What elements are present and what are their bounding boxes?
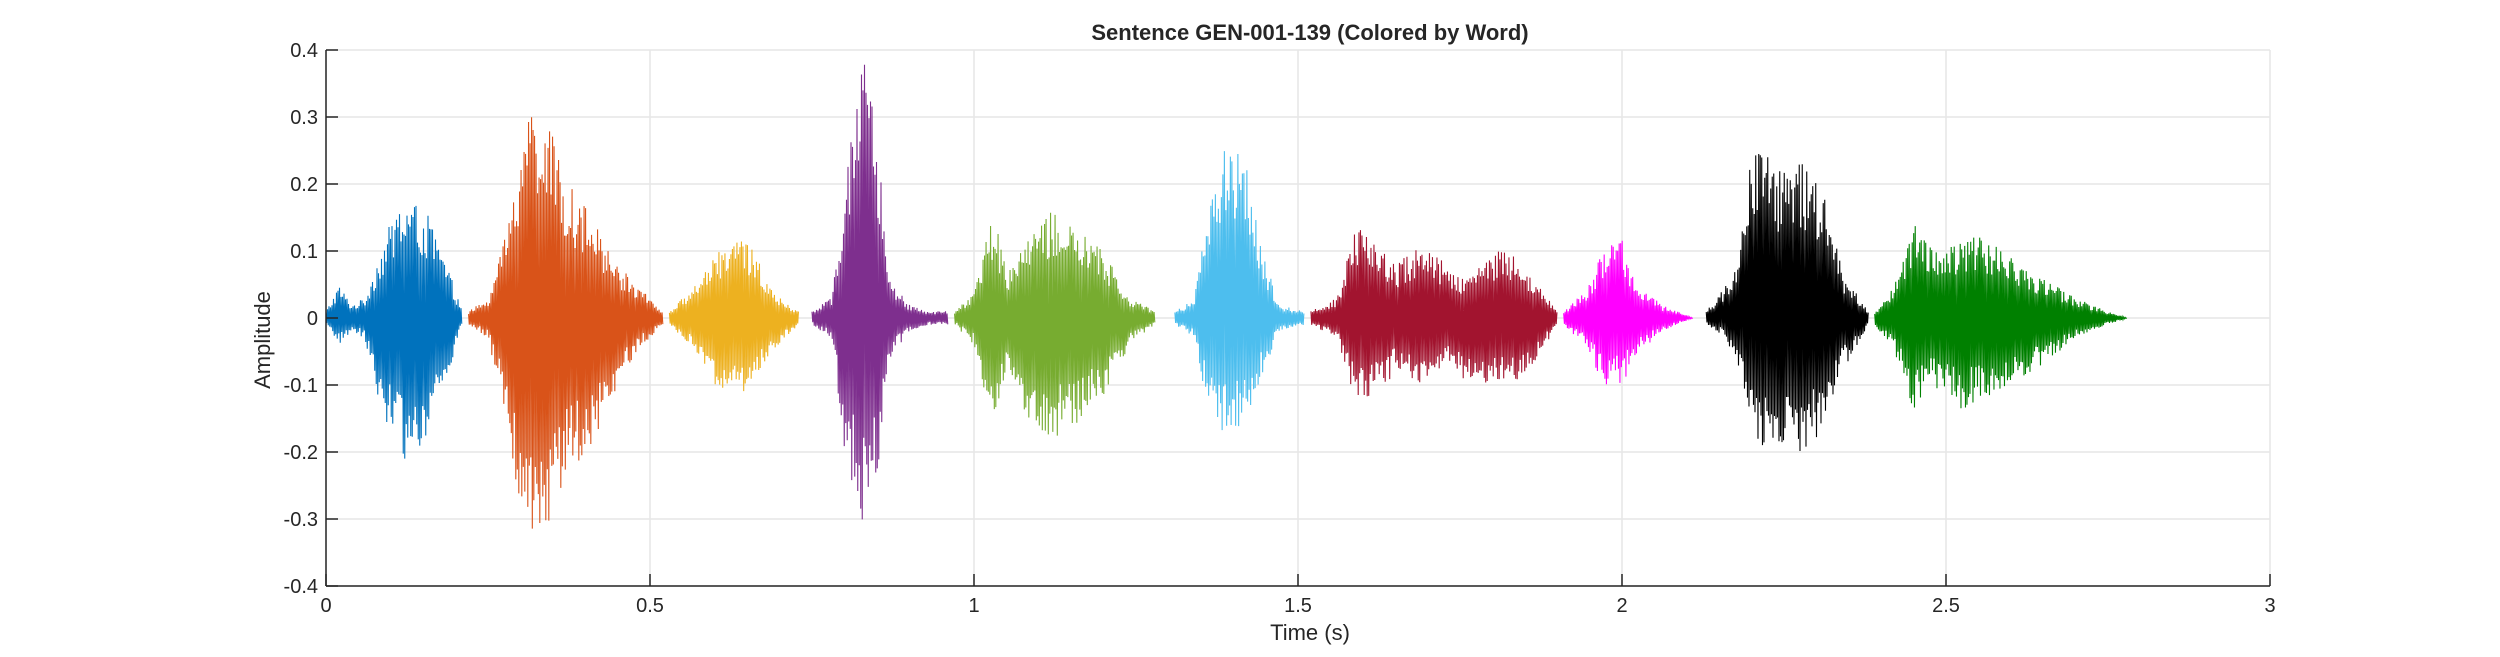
word-waveform-9 bbox=[1705, 154, 1869, 451]
waveform-series bbox=[325, 64, 2128, 529]
y-axis-label: Amplitude bbox=[250, 291, 275, 389]
y-tick-label: 0.3 bbox=[290, 107, 318, 129]
y-tick-label: 0 bbox=[307, 308, 318, 330]
chart-title: Sentence GEN-001-139 (Colored by Word) bbox=[1091, 20, 1528, 45]
word-waveform-5 bbox=[954, 212, 1156, 436]
x-tick-label: 1.5 bbox=[1284, 595, 1312, 617]
word-waveform-6 bbox=[1174, 151, 1305, 431]
word-waveform-10 bbox=[1874, 226, 2128, 409]
y-tick-label: 0.1 bbox=[290, 241, 318, 263]
word-waveform-3 bbox=[668, 241, 799, 392]
x-tick-label: 0 bbox=[320, 595, 331, 617]
x-tick-label: 2.5 bbox=[1932, 595, 1960, 617]
word-waveform-8 bbox=[1563, 240, 1694, 385]
x-tick-label: 2 bbox=[1616, 595, 1627, 617]
x-tick-label: 3 bbox=[2264, 595, 2275, 617]
y-tick-label: -0.2 bbox=[284, 442, 318, 464]
y-tick-label: -0.3 bbox=[284, 509, 318, 531]
y-tick-label: -0.4 bbox=[284, 576, 318, 598]
x-axis-label: Time (s) bbox=[1270, 620, 1350, 645]
x-tick-label: 0.5 bbox=[636, 595, 664, 617]
x-tick-label: 1 bbox=[968, 595, 979, 617]
word-waveform-4 bbox=[811, 64, 949, 520]
tick-labels: 0 0.5 1 1.5 2 2.5 3 -0.4 -0.3 -0.2 -0.1 0 0.1 0.2 0.3 0… bbox=[284, 40, 2276, 617]
y-tick-label: 0.4 bbox=[290, 40, 318, 62]
y-tick-label: -0.1 bbox=[284, 375, 318, 397]
word-waveform-7 bbox=[1310, 230, 1558, 397]
word-waveform-1 bbox=[325, 205, 463, 459]
y-tick-label: 0.2 bbox=[290, 174, 318, 196]
word-waveform-2 bbox=[468, 117, 664, 529]
axes bbox=[325, 49, 2271, 587]
